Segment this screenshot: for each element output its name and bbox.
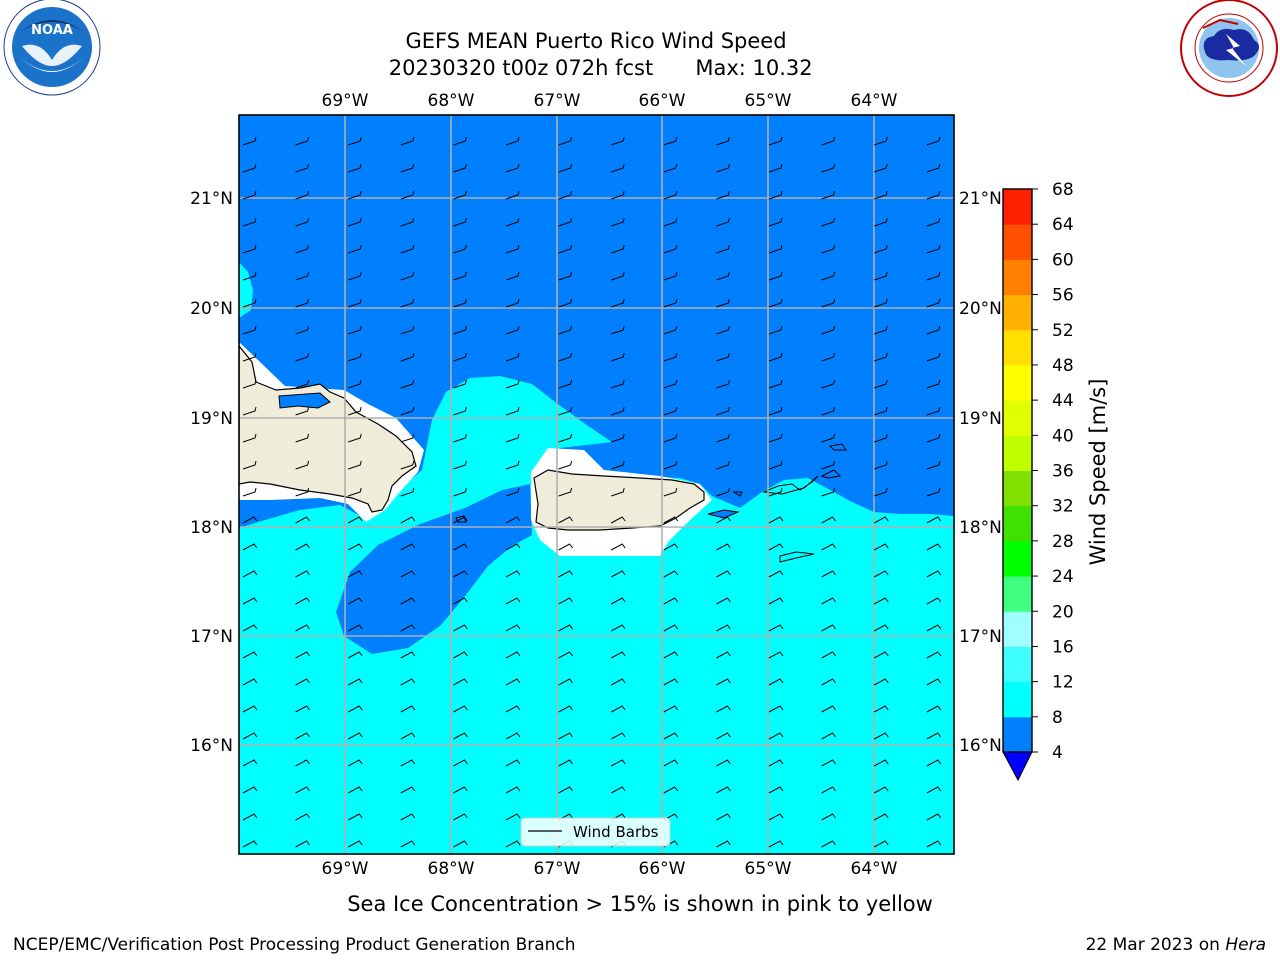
lat-label: 18°N	[959, 518, 1002, 538]
colorbar-tick-label: 44	[1052, 391, 1074, 411]
lon-label: 64°W	[851, 91, 898, 111]
colorbar-cell	[1003, 294, 1032, 331]
wind-barb-field	[242, 136, 942, 848]
land-st-martin	[828, 443, 847, 451]
lon-label: 69°W	[322, 859, 369, 879]
land-hispaniola-bay	[278, 392, 331, 409]
lat-label: 17°N	[959, 627, 1002, 647]
colorbar-tick-label: 40	[1052, 426, 1074, 446]
colorbar-cell	[1003, 364, 1032, 401]
lon-label: 69°W	[322, 91, 369, 111]
noaa-logo-icon: NOAA	[3, 0, 101, 96]
noaa-logo-text: NOAA	[31, 23, 73, 38]
lat-label: 20°N	[959, 299, 1002, 319]
lon-label: 68°W	[428, 91, 475, 111]
colorbar-underflow-icon	[1002, 751, 1033, 782]
colorbar-cell	[1003, 505, 1032, 542]
figure-title: GEFS MEAN Puerto Rico Wind Speed	[405, 29, 786, 53]
lon-labels-bottom: 69°W 68°W 67°W 66°W 65°W 64°W	[322, 859, 898, 879]
colorbar-cell	[1003, 646, 1032, 683]
colorbar-cell	[1003, 259, 1032, 296]
figure-subtitle-max: Max: 10.32	[695, 56, 812, 80]
land-anguilla	[820, 469, 842, 479]
colorbar-cell	[1003, 611, 1032, 647]
colorbar-cell	[1003, 576, 1032, 612]
colorbar-tick-label: 52	[1052, 321, 1074, 341]
lat-label: 17°N	[190, 627, 233, 647]
wind-barbs	[242, 136, 942, 848]
land-virgin-islands	[762, 475, 819, 495]
colorbar-tick-label: 16	[1052, 637, 1074, 657]
colorbar-cell	[1003, 716, 1032, 753]
land-vieques	[707, 509, 740, 519]
land-st-croix	[779, 551, 815, 563]
colorbar-cells	[1003, 189, 1032, 753]
colorbar-tick-label: 12	[1052, 673, 1074, 693]
lat-label: 19°N	[959, 409, 1002, 429]
lat-label: 19°N	[190, 409, 233, 429]
lon-label: 65°W	[745, 91, 792, 111]
colorbar-tick-label: 68	[1052, 180, 1074, 200]
lon-label: 65°W	[745, 859, 792, 879]
colorbar-tick-label: 48	[1052, 356, 1074, 376]
colorbar-tick-label: 36	[1052, 462, 1074, 482]
lon-label: 66°W	[639, 91, 686, 111]
nws-logo-icon	[1180, 0, 1278, 97]
map-legend: Wind Barbs	[520, 817, 671, 847]
lat-label: 21°N	[190, 189, 233, 209]
colorbar-tick-label: 60	[1052, 250, 1074, 270]
figure-subtitle-run: 20230320 t00z 072h fcst	[389, 56, 653, 80]
colorbar-cell	[1003, 470, 1032, 507]
colorbar-tick-label: 28	[1052, 532, 1074, 552]
colorbar-cell	[1003, 189, 1032, 225]
land-culebra	[732, 491, 743, 497]
lat-label: 16°N	[959, 736, 1002, 756]
colorbar-cell	[1003, 224, 1032, 260]
wind-contour-8-12-west	[239, 262, 253, 318]
colorbar-label: Wind Speed [m/s]	[1086, 379, 1110, 566]
colorbar-cell	[1003, 540, 1032, 577]
lon-labels-top: 69°W 68°W 67°W 66°W 65°W 64°W	[322, 91, 898, 111]
colorbar-tick-label: 32	[1052, 497, 1074, 517]
colorbar-cell	[1003, 681, 1032, 718]
colorbar-tick-label: 8	[1052, 708, 1063, 728]
wind-contour-8-12-north	[386, 376, 612, 512]
legend-label: Wind Barbs	[573, 823, 659, 841]
lon-label: 66°W	[639, 859, 686, 879]
lat-label: 16°N	[190, 736, 233, 756]
footer-host: Hera	[1225, 935, 1266, 955]
lat-labels-right: 21°N 20°N 19°N 18°N 17°N 16°N	[959, 189, 1002, 756]
colorbar-tick-label: 64	[1052, 215, 1074, 235]
lon-label: 67°W	[534, 859, 581, 879]
colorbar-tick-label: 24	[1052, 567, 1074, 587]
colorbar-cell	[1003, 400, 1032, 436]
colorbar-cell	[1003, 329, 1032, 366]
footer-branch: NCEP/EMC/Verification Post Processing Pr…	[13, 935, 576, 955]
lat-labels-left: 21°N 20°N 19°N 18°N 17°N 16°N	[190, 189, 233, 756]
colorbar-cell	[1003, 435, 1032, 471]
colorbar-tick-label: 56	[1052, 286, 1074, 306]
map-gridlines	[239, 115, 954, 854]
lat-label: 18°N	[190, 518, 233, 538]
sea-ice-note: Sea Ice Concentration > 15% is shown in …	[347, 892, 933, 916]
land-hispaniola	[239, 345, 417, 513]
map-plot	[239, 115, 954, 854]
colorbar-tick-label: 20	[1052, 602, 1074, 622]
lon-label: 67°W	[534, 91, 581, 111]
lon-label: 64°W	[851, 859, 898, 879]
lat-label: 21°N	[959, 189, 1002, 209]
map-frame	[238, 114, 955, 855]
footer-date: 22 Mar 2023 on Hera	[1086, 935, 1266, 955]
footer-date-text: 22 Mar 2023 on	[1086, 935, 1226, 955]
lon-label: 68°W	[428, 859, 475, 879]
colorbar-tick-label: 4	[1052, 743, 1063, 763]
lat-label: 20°N	[190, 299, 233, 319]
